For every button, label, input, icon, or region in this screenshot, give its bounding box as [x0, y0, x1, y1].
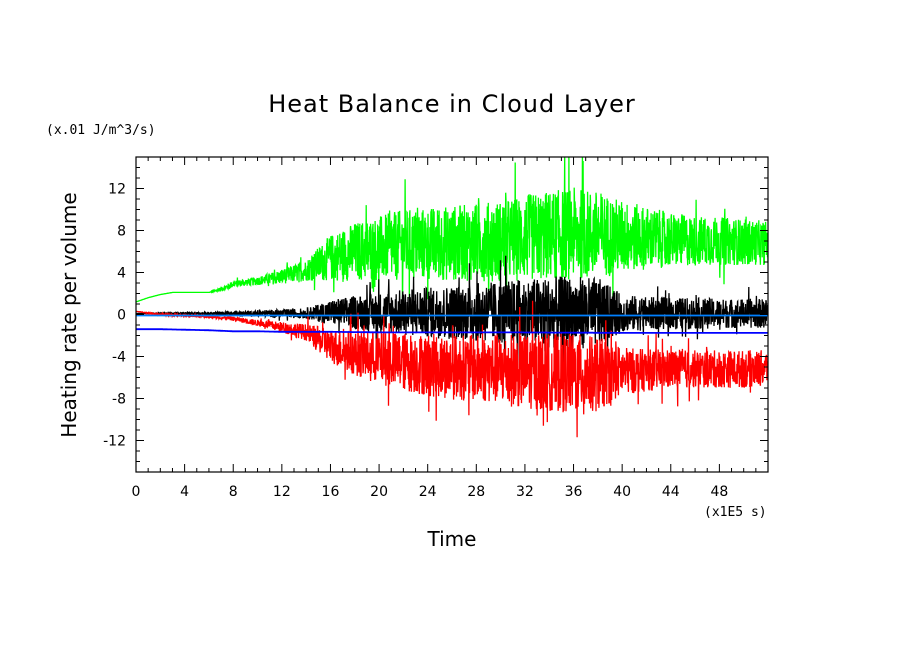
y-tick-label: 0 [117, 308, 126, 324]
series-line-0 [136, 157, 768, 313]
series-2 [136, 300, 768, 438]
x-tick-label: 16 [322, 484, 340, 500]
series-layer [136, 157, 768, 438]
y-tick-label: -12 [103, 434, 126, 450]
x-tick-label: 12 [273, 484, 291, 500]
x-tick-label: 8 [229, 484, 238, 500]
x-tick-label: 28 [467, 484, 485, 500]
series-0 [136, 157, 768, 313]
x-tick-label: 20 [370, 484, 388, 500]
series-line-3 [136, 328, 768, 334]
x-tick-label: 4 [180, 484, 189, 500]
y-unit-label: (x.01 J/m^3/s) [46, 123, 156, 138]
y-tick-label: -4 [112, 350, 126, 366]
x-tick-label: 48 [710, 484, 728, 500]
x-tick-label: 24 [419, 484, 437, 500]
x-tick-label: 0 [132, 484, 141, 500]
series-3 [136, 328, 768, 334]
y-tick-label: 8 [117, 224, 126, 240]
y-tick-label: 12 [108, 182, 126, 198]
x-tick-label: 32 [516, 484, 534, 500]
x-tick-label: 40 [613, 484, 631, 500]
x-axis-label: Time [427, 527, 477, 551]
y-tick-label: 4 [117, 266, 126, 282]
y-tick-label: -8 [112, 392, 126, 408]
chart-title: Heat Balance in Cloud Layer [268, 90, 636, 118]
x-tick-label: 44 [662, 484, 680, 500]
y-axis-label: Heating rate per volume [57, 192, 81, 437]
series-line-2 [136, 300, 768, 438]
x-tick-label: 36 [565, 484, 583, 500]
x-unit-label: (x1E5 s) [704, 505, 767, 520]
